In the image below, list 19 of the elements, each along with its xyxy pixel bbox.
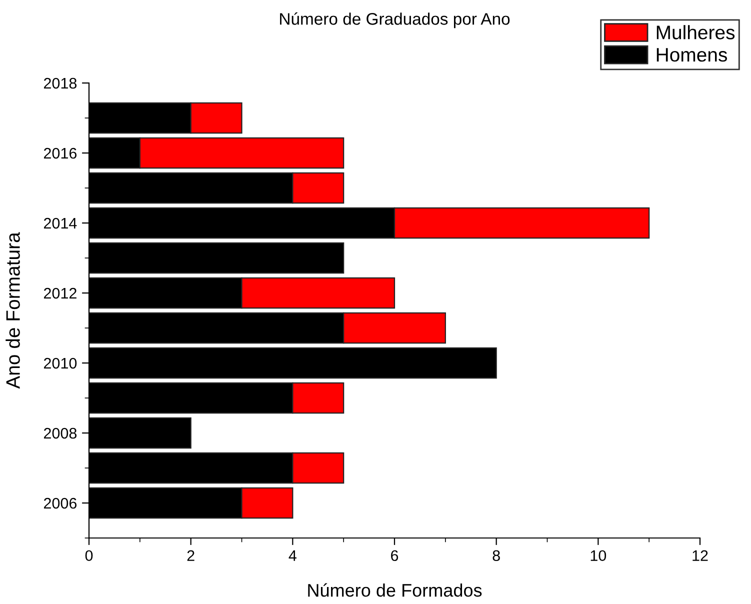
x-tick-label: 4	[288, 550, 296, 561]
x-tick-label: 12	[692, 550, 708, 561]
y-tick-label: 2014	[44, 218, 77, 229]
x-tick-label: 0	[85, 550, 93, 562]
y-tick-label: 2016	[44, 148, 77, 159]
x-tick-label: 8	[492, 550, 500, 562]
y-tick-label: 2010	[44, 358, 77, 369]
y-tick-label: 2012	[44, 288, 76, 299]
legend-label: Mulheres	[656, 25, 735, 40]
legend-label: Homens	[656, 48, 728, 62]
x-tick-label: 6	[391, 550, 398, 562]
y-tick-label: 2018	[44, 78, 77, 89]
x-tick-label: 10	[590, 550, 606, 562]
chart-title: Número de Graduados por Ano	[280, 12, 510, 28]
y-tick-label: 2006	[44, 498, 77, 509]
y-tick-label: 2008	[44, 428, 77, 439]
x-tick-label: 2	[187, 550, 194, 561]
y-axis-title: Ano de Formatura	[6, 232, 20, 389]
x-axis-title: Número de Formados	[308, 583, 482, 597]
